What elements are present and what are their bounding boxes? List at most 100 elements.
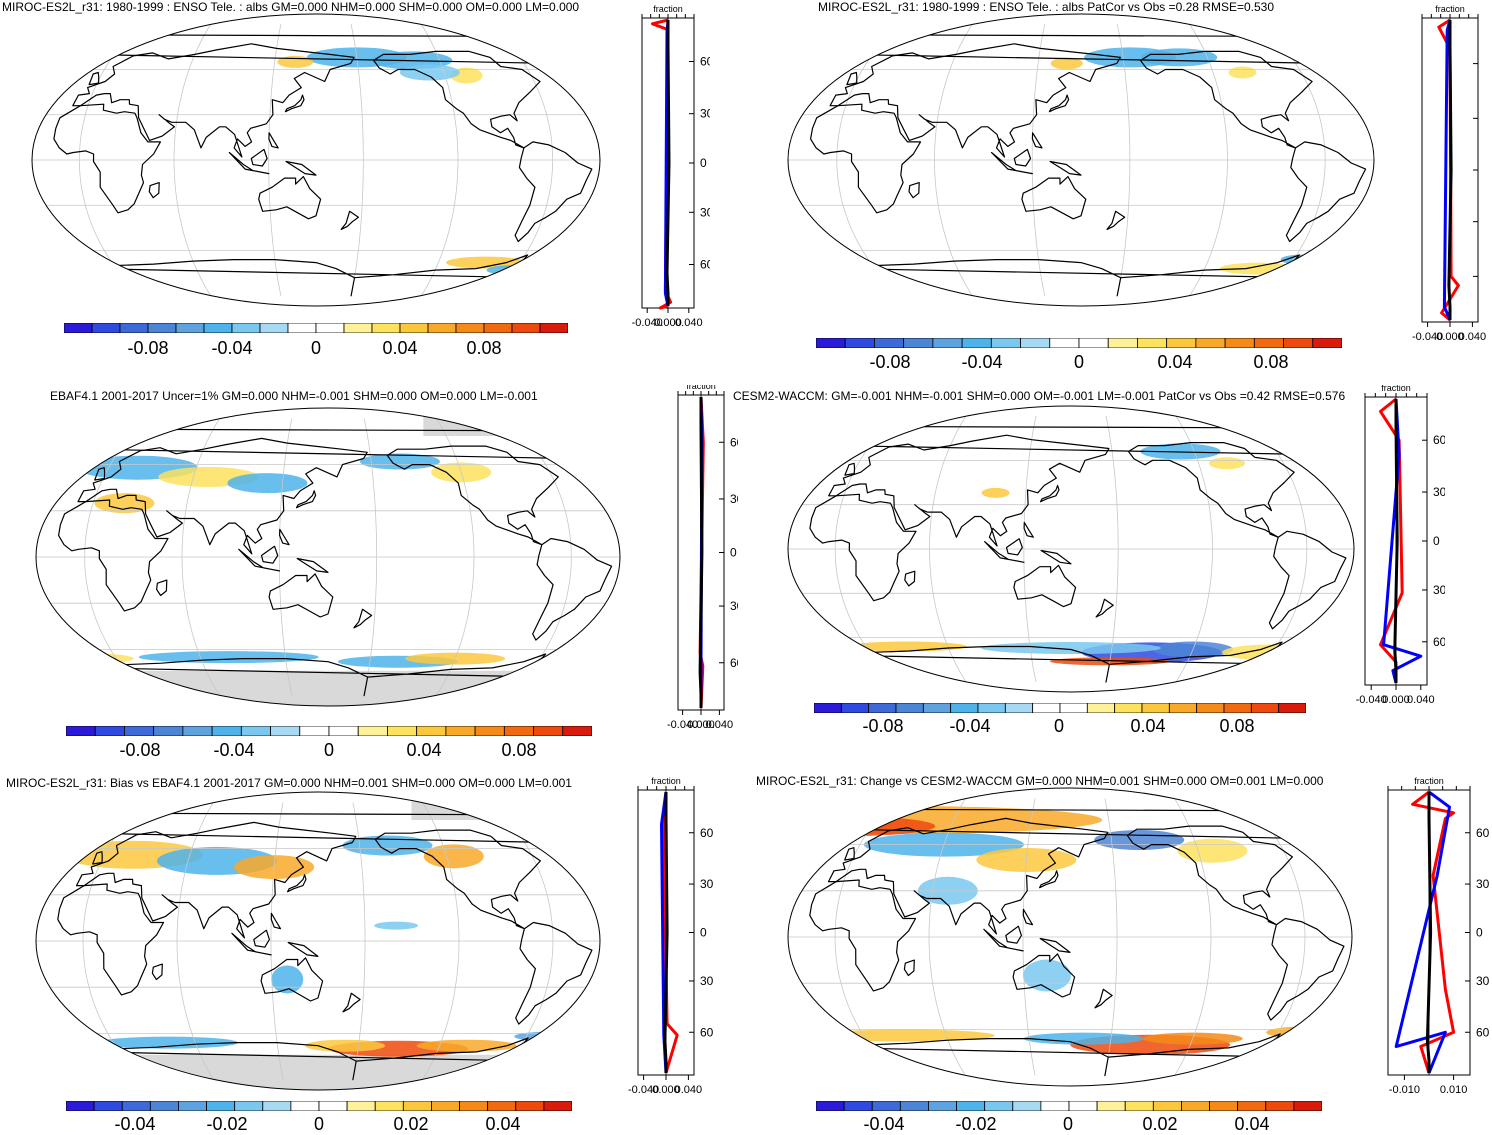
graticule-line <box>1174 798 1212 1076</box>
graticule-line <box>929 415 967 683</box>
coastline <box>374 829 541 930</box>
colorbar-swatch <box>1068 1101 1098 1111</box>
colorbar-label: 0.04 <box>485 1114 521 1134</box>
colorbar-swatch <box>1141 703 1170 713</box>
anomaly-region <box>271 965 304 994</box>
coastline <box>296 557 329 573</box>
colorbar-swatch <box>895 703 924 713</box>
anomaly-region <box>981 642 1161 655</box>
profile-line-black <box>1393 399 1399 683</box>
colorbar-swatch <box>357 726 388 736</box>
coastline <box>260 545 279 564</box>
coastline <box>1268 530 1347 630</box>
panel-title: MIROC-ES2L_r31: Change vs CESM2-WACCM GM… <box>756 774 1324 788</box>
anomaly-region <box>374 921 419 930</box>
coastline <box>295 490 317 509</box>
graticule-line <box>422 802 460 1080</box>
anomaly-region <box>1022 959 1071 992</box>
anomaly-region <box>1208 457 1245 470</box>
colorbar-swatch <box>328 726 359 736</box>
colorbar-swatch <box>956 1101 986 1111</box>
panel-title: MIROC-ES2L_r31: Bias vs EBAF4.1 2001-201… <box>6 776 572 790</box>
coastline <box>904 570 916 587</box>
coastline <box>268 573 334 618</box>
colorbar <box>816 1101 1322 1111</box>
coastline <box>846 71 858 86</box>
profile-line-black <box>1447 20 1453 320</box>
coastline <box>342 992 361 1013</box>
latitude-label: 0 <box>700 156 707 170</box>
colorbar-swatch <box>387 726 418 736</box>
graticule-line <box>268 24 282 296</box>
missing-data-area <box>423 408 544 436</box>
coastline <box>1012 953 1076 998</box>
colorbar-label: 0.04 <box>382 338 418 358</box>
coastline <box>828 434 1110 547</box>
colorbar-swatch <box>961 338 992 348</box>
coastline <box>1126 825 1293 926</box>
coastline <box>1005 925 1022 944</box>
coastline <box>353 608 373 629</box>
colorbar-swatch <box>431 1101 460 1111</box>
colorbar-swatch <box>840 703 870 713</box>
anomaly-region <box>138 651 319 664</box>
colorbar-swatch <box>990 338 1021 348</box>
profile-tick-label: -0.040 <box>632 317 663 329</box>
coastline <box>1023 521 1034 538</box>
colorbar-swatch <box>240 726 271 736</box>
graticule-line <box>491 23 554 297</box>
graticule-line <box>492 802 554 1080</box>
colorbar-swatch <box>950 703 979 713</box>
colorbar-swatch <box>175 323 205 333</box>
colorbar-swatch <box>868 703 897 713</box>
colorbar-swatch <box>402 1101 432 1111</box>
panel-title: MIROC-ES2L_r31: 1980-1999 : ENSO Tele. :… <box>818 0 1275 14</box>
world-map <box>35 791 601 1091</box>
profile-line-black <box>1425 792 1433 1073</box>
colorbar-swatch <box>231 323 261 333</box>
colorbar-swatch <box>1020 338 1051 348</box>
map-border <box>35 407 621 707</box>
colorbar-swatch <box>93 1101 123 1111</box>
graticule-line <box>270 802 284 1080</box>
graticule-line <box>435 418 475 696</box>
colorbar-swatch <box>1195 338 1226 348</box>
graticule-line <box>508 418 572 696</box>
colorbar-swatch <box>844 338 875 348</box>
anomaly-region <box>342 835 433 856</box>
anomaly-region <box>981 487 1010 498</box>
coastline <box>532 537 613 641</box>
colorbar-swatch <box>1209 1101 1239 1111</box>
colorbar-swatch <box>1181 1101 1210 1111</box>
coastline <box>810 103 922 214</box>
coastline <box>253 929 270 948</box>
colorbar-swatch <box>318 1101 348 1111</box>
latitude-label: 60N <box>700 826 714 840</box>
profile-line-red <box>1411 790 1456 1074</box>
colorbar <box>66 726 592 736</box>
coastline <box>72 43 355 158</box>
latitude-label: 60N <box>730 435 738 449</box>
colorbar-swatch <box>1283 338 1314 348</box>
colorbar-swatch <box>287 323 317 333</box>
coastline <box>287 874 307 893</box>
coastline <box>903 959 915 977</box>
colorbar-swatch <box>1124 1101 1154 1111</box>
colorbar-label: 0.04 <box>1157 352 1193 372</box>
world-map <box>31 13 601 307</box>
colorbar-swatch <box>1004 703 1034 713</box>
coastline <box>238 548 280 572</box>
graticule-line <box>352 802 366 1080</box>
latitude-label: 30S <box>1433 583 1445 597</box>
coastline <box>1049 160 1082 176</box>
graticule-line <box>278 418 293 696</box>
profile-line-black <box>665 20 671 306</box>
profile-tick-label: 0.040 <box>675 317 703 329</box>
colorbar <box>64 323 568 333</box>
profile-axis-label: fraction <box>651 776 681 786</box>
graticule-line <box>176 802 214 1080</box>
colorbar-label: 0.08 <box>1219 716 1255 736</box>
coastline <box>1022 908 1034 926</box>
colorbar-label: 0.04 <box>406 740 442 760</box>
